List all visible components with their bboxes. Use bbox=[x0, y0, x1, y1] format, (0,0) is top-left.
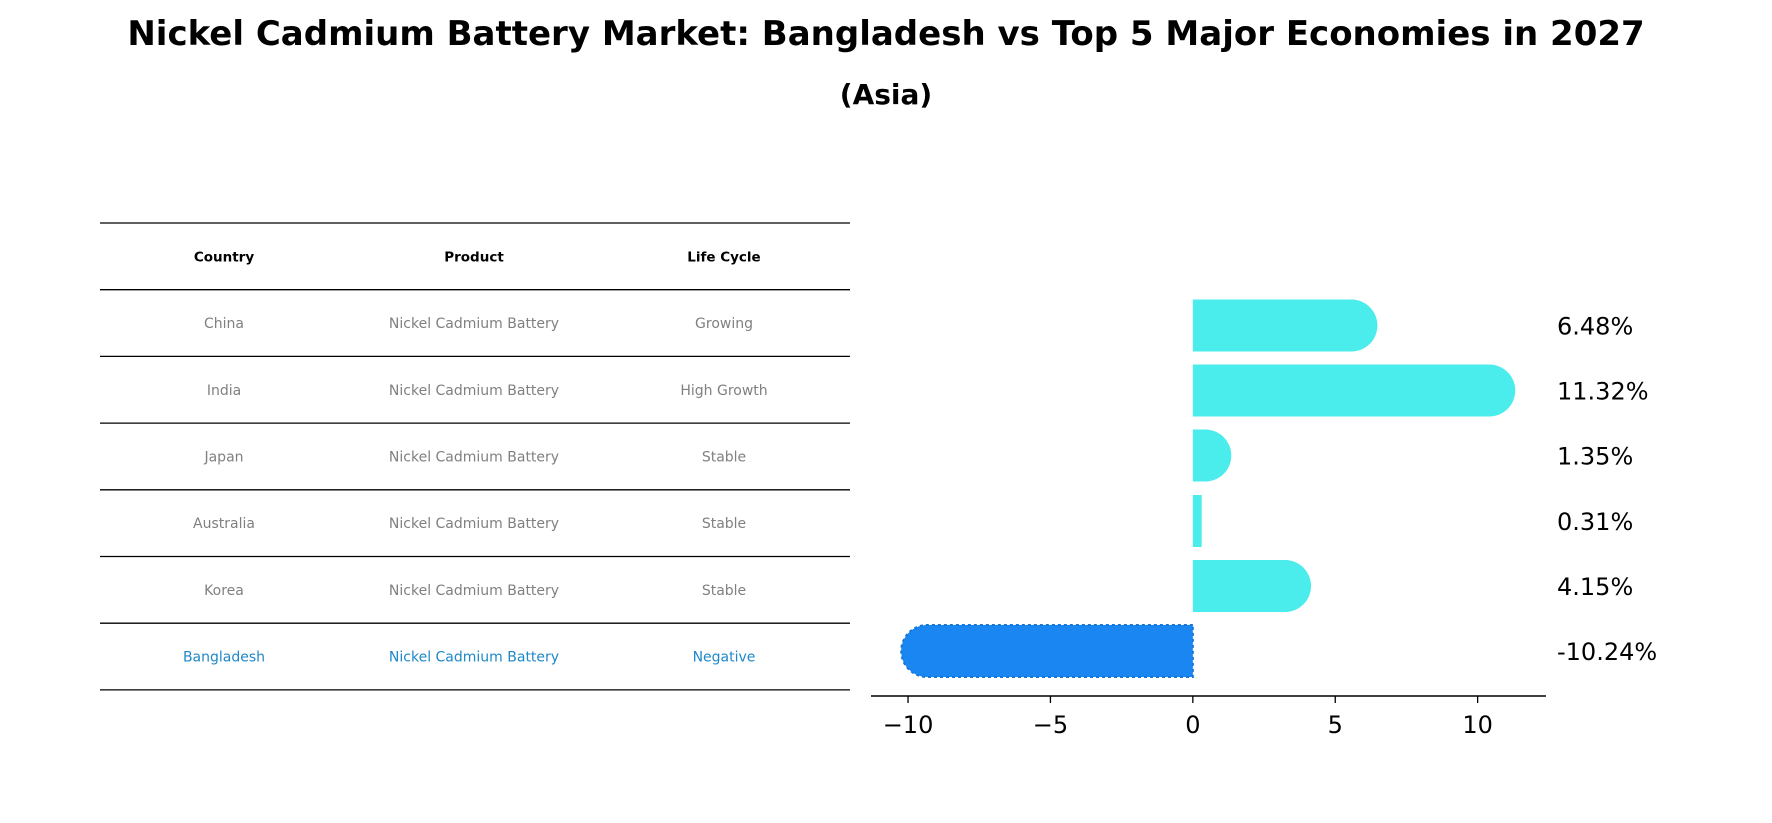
table-cell: India bbox=[207, 383, 241, 399]
table-cell: Nickel Cadmium Battery bbox=[389, 516, 559, 532]
data-table: Country Product Life Cycle China Nickel Cadm… bbox=[100, 222, 850, 691]
table-cell: Nickel Cadmium Battery bbox=[389, 583, 559, 599]
chart-subtitle: (Asia) bbox=[839, 78, 933, 111]
bar-value-label: 4.15% bbox=[1557, 573, 1633, 601]
table-cell: China bbox=[204, 316, 244, 332]
x-tick-label: −5 bbox=[1033, 711, 1068, 739]
table-cell: Korea bbox=[204, 583, 244, 599]
table-cell: Nickel Cadmium Battery bbox=[389, 383, 559, 399]
x-tick-label: 5 bbox=[1328, 711, 1343, 739]
table-cell-highlight: Negative bbox=[693, 650, 756, 666]
table-cell: Nickel Cadmium Battery bbox=[389, 449, 559, 465]
bar bbox=[1192, 299, 1378, 352]
bar-highlight bbox=[900, 624, 1194, 678]
table-header-cell: Product bbox=[444, 249, 504, 265]
table-cell: Stable bbox=[702, 449, 746, 465]
bar bbox=[1192, 429, 1232, 482]
bar bbox=[1192, 364, 1516, 417]
table-cell-highlight: Bangladesh bbox=[183, 650, 265, 666]
bar-plot: 6.48% 11.32% 1.35% 0.31% 4.15% -10.24% −10 −5 0 5… bbox=[871, 299, 1657, 739]
bar-value-label: 11.32% bbox=[1557, 378, 1649, 406]
table-header-cell: Country bbox=[194, 249, 255, 265]
table-cell: Japan bbox=[203, 449, 243, 465]
table-cell: Stable bbox=[702, 516, 746, 532]
table-cell: Growing bbox=[695, 316, 753, 332]
chart-title: Nickel Cadmium Battery Market: Banglades… bbox=[127, 14, 1645, 54]
bar-value-label: 0.31% bbox=[1557, 508, 1633, 536]
bar bbox=[1192, 495, 1202, 547]
table-cell: Australia bbox=[193, 516, 255, 532]
table-cell-highlight: Nickel Cadmium Battery bbox=[389, 650, 559, 666]
bar-value-label: 1.35% bbox=[1557, 443, 1633, 471]
table-cell: Stable bbox=[702, 583, 746, 599]
bar-value-label: 6.48% bbox=[1557, 313, 1633, 341]
table-cell: High Growth bbox=[680, 383, 767, 399]
x-tick-label: −10 bbox=[883, 711, 934, 739]
x-tick-label: 0 bbox=[1185, 711, 1200, 739]
x-tick-label: 10 bbox=[1462, 711, 1493, 739]
table-cell: Nickel Cadmium Battery bbox=[389, 316, 559, 332]
bar-value-label: -10.24% bbox=[1557, 638, 1657, 666]
bar bbox=[1192, 560, 1312, 612]
table-header-cell: Life Cycle bbox=[687, 249, 760, 265]
